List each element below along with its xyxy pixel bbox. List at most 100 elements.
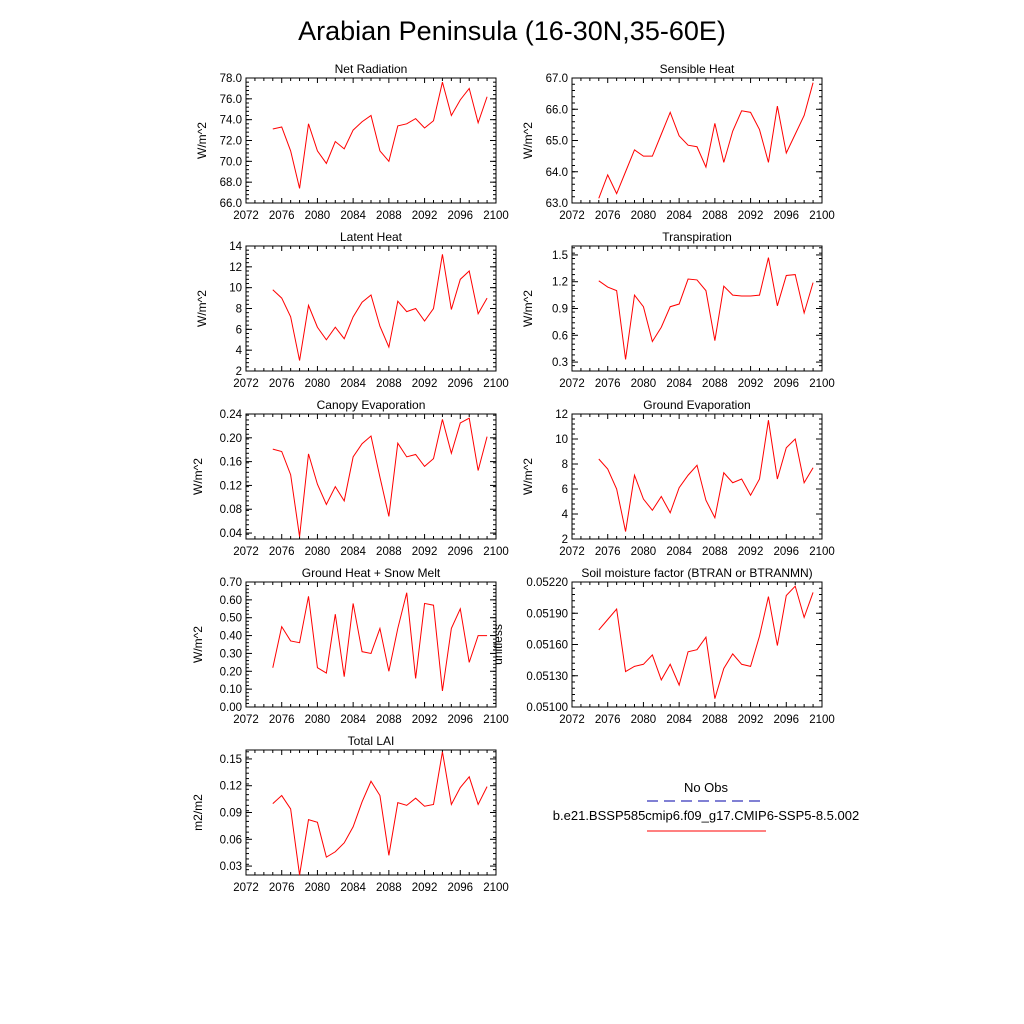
y-tick-label: 63.0	[546, 198, 568, 210]
x-tick-label: 2100	[483, 210, 509, 222]
y-tick-label: 0.05160	[526, 640, 568, 652]
y-tick-label: 0.15	[220, 754, 242, 766]
x-tick-label: 2076	[269, 546, 295, 558]
y-tick-label: 1.5	[552, 250, 568, 262]
y-tick-label: 12	[555, 409, 568, 421]
x-tick-label: 2084	[340, 882, 366, 894]
panel-title: Total LAI	[348, 734, 395, 748]
y-tick-label: 64.0	[546, 167, 568, 179]
x-tick-label: 2080	[631, 210, 657, 222]
x-tick-label: 2072	[559, 378, 585, 390]
x-tick-label: 2092	[412, 546, 438, 558]
y-tick-label: 0.20	[220, 433, 242, 445]
x-tick-label: 2084	[340, 714, 366, 726]
x-tick-label: 2096	[773, 546, 799, 558]
y-tick-label: 2	[562, 534, 568, 546]
x-tick-label: 2076	[595, 378, 621, 390]
x-tick-label: 2072	[233, 546, 259, 558]
y-axis-label: W/m^2	[521, 122, 535, 159]
panel-4: Transpiration 2072 2076 2080 2084 2088 2092 209…	[521, 230, 835, 390]
y-tick-label: 0.16	[220, 457, 242, 469]
y-tick-label: 10	[555, 434, 568, 446]
panel-title: Latent Heat	[340, 230, 403, 244]
y-tick-label: 0.12	[220, 480, 242, 492]
y-axis-label: W/m^2	[191, 626, 205, 663]
y-tick-label: 6	[236, 324, 242, 336]
x-tick-label: 2080	[305, 378, 331, 390]
x-tick-label: 2088	[702, 546, 728, 558]
x-tick-label: 2080	[305, 210, 331, 222]
legend: No Obs b.e21.BSSP585cmip6.f09_g17.CMIP6-…	[553, 780, 859, 832]
x-tick-label: 2096	[447, 378, 473, 390]
y-tick-label: 76.0	[220, 94, 242, 106]
x-tick-label: 2084	[666, 378, 692, 390]
y-axis-label: W/m^2	[521, 290, 535, 327]
series-line	[598, 420, 814, 532]
x-tick-label: 2084	[666, 546, 692, 558]
x-tick-label: 2088	[376, 378, 402, 390]
y-tick-label: 0.70	[220, 577, 242, 589]
y-tick-label: 72.0	[220, 136, 242, 148]
panel-1: Net Radiation 2072 2076 2080 2084 2088 2092 209…	[195, 62, 509, 222]
x-tick-label: 2072	[233, 210, 259, 222]
x-tick-label: 2080	[305, 882, 331, 894]
y-tick-label: 0.05130	[526, 671, 568, 683]
y-tick-label: 0.09	[220, 808, 242, 820]
x-tick-label: 2088	[376, 210, 402, 222]
series-line	[272, 417, 488, 537]
plot-frame	[245, 245, 497, 372]
x-tick-label: 2096	[447, 546, 473, 558]
x-tick-label: 2076	[269, 210, 295, 222]
x-tick-label: 2100	[809, 546, 835, 558]
x-tick-label: 2088	[702, 714, 728, 726]
x-tick-label: 2100	[809, 378, 835, 390]
y-tick-label: 0.20	[220, 666, 242, 678]
y-tick-label: 0.40	[220, 631, 242, 643]
y-axis-label: m2/m2	[191, 794, 205, 831]
x-tick-label: 2092	[412, 882, 438, 894]
x-tick-label: 2072	[233, 714, 259, 726]
y-tick-label: 65.0	[546, 136, 568, 148]
y-axis-label: unitless	[491, 624, 505, 665]
x-tick-label: 2072	[233, 378, 259, 390]
plot-frame	[571, 413, 823, 540]
legend-obs-label: No Obs	[684, 780, 729, 795]
x-tick-label: 2096	[447, 210, 473, 222]
y-tick-label: 8	[236, 304, 242, 316]
x-tick-label: 2084	[666, 210, 692, 222]
y-tick-label: 0.3	[552, 357, 568, 369]
y-tick-label: 14	[229, 241, 242, 253]
plot-frame	[245, 749, 497, 876]
y-axis-label: W/m^2	[521, 458, 535, 495]
y-tick-label: 68.0	[220, 177, 242, 189]
figure-title: Arabian Peninsula (16-30N,35-60E)	[298, 16, 726, 46]
panel-9: Total LAI 2072 2076 2080 2084 2088 2092 2096 210…	[191, 734, 509, 894]
x-tick-label: 2100	[483, 546, 509, 558]
x-tick-label: 2072	[559, 210, 585, 222]
x-tick-label: 2088	[376, 546, 402, 558]
y-tick-label: 6	[562, 484, 568, 496]
x-tick-label: 2076	[595, 210, 621, 222]
series-line	[272, 592, 488, 692]
x-tick-label: 2076	[269, 882, 295, 894]
x-tick-label: 2092	[412, 378, 438, 390]
x-tick-label: 2076	[269, 714, 295, 726]
x-tick-label: 2088	[376, 714, 402, 726]
x-tick-label: 2096	[773, 210, 799, 222]
y-tick-label: 0.12	[220, 781, 242, 793]
y-tick-label: 8	[562, 459, 568, 471]
y-tick-label: 4	[562, 509, 569, 521]
plot-frame	[571, 245, 823, 372]
panel-5: Canopy Evaporation 2072 2076 2080 2084 2088 20…	[191, 398, 509, 558]
y-tick-label: 66.0	[220, 198, 242, 210]
series-line	[272, 254, 488, 361]
series-line	[598, 257, 814, 360]
x-tick-label: 2072	[559, 714, 585, 726]
y-tick-label: 0.03	[220, 861, 242, 873]
x-tick-label: 2080	[631, 378, 657, 390]
plot-frame	[245, 413, 497, 540]
x-tick-label: 2088	[702, 210, 728, 222]
x-tick-label: 2076	[595, 546, 621, 558]
x-tick-label: 2100	[809, 210, 835, 222]
y-tick-label: 0.05190	[526, 608, 568, 620]
